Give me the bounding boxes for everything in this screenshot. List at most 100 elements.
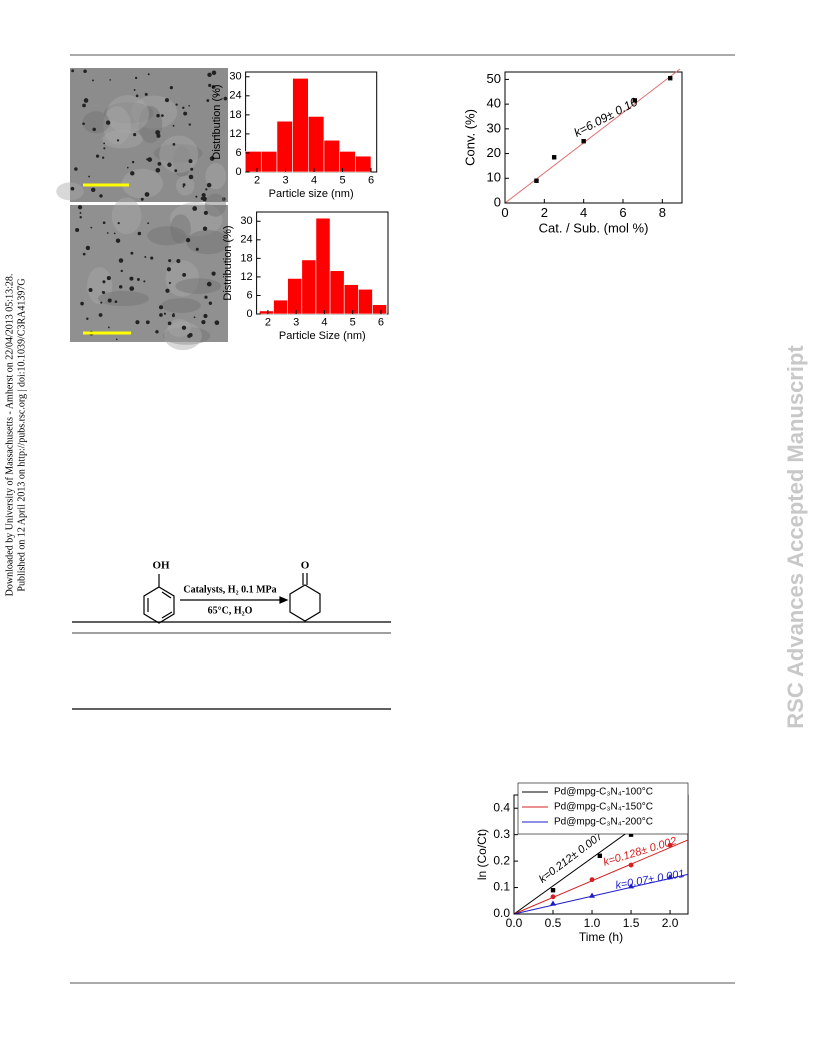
particle (188, 174, 194, 180)
particle (155, 130, 161, 135)
x-tick-label: 8 (659, 205, 666, 220)
particle (171, 313, 175, 318)
texture (176, 175, 195, 196)
y-tick-label: 6 (235, 147, 241, 159)
bar (343, 284, 359, 315)
particle (145, 320, 150, 325)
particle (86, 317, 89, 320)
bar (260, 151, 278, 173)
y-tick-label: 30 (229, 71, 241, 83)
x-tick-label: 4 (580, 205, 587, 220)
particle (182, 273, 187, 277)
particle (188, 159, 193, 164)
point (667, 873, 674, 880)
cyclohexanone-ring (289, 584, 321, 622)
particle (161, 114, 164, 117)
texture (102, 129, 143, 149)
particle (82, 252, 86, 256)
particle (75, 227, 80, 232)
y-tick-label: 30 (487, 120, 501, 135)
conditions: 65°C, H₂O (208, 605, 253, 616)
particle (71, 69, 75, 73)
particle (129, 276, 134, 281)
texture (205, 163, 227, 190)
particle (82, 103, 86, 108)
particle (70, 186, 75, 191)
texture (161, 298, 201, 313)
bar (245, 151, 262, 173)
y-axis-label: Distribution (%) (211, 84, 223, 159)
y-tick-label: 0 (235, 166, 241, 178)
y-tick-label: 12 (240, 271, 252, 283)
x-axis-label: Cat. / Sub. (mol %) (539, 220, 649, 235)
particle (213, 135, 216, 138)
particle (88, 288, 93, 292)
particle (131, 160, 135, 164)
particle (114, 300, 118, 304)
arrow-head (279, 596, 289, 604)
particle (182, 106, 185, 109)
x-tick-label: 4 (321, 317, 327, 329)
x-axis-label: Particle Size (nm) (279, 330, 366, 342)
sidebar-published: Published on 12 April 2013 on http://pub… (16, 278, 27, 591)
fit-annotation: k=6.09± 0.16 (572, 95, 640, 140)
particle (74, 167, 78, 171)
particle (200, 196, 204, 200)
bar (287, 278, 303, 315)
x-tick-label: 5 (339, 175, 345, 187)
x-tick-label: 6 (378, 317, 384, 329)
particle (167, 162, 172, 167)
particle (221, 197, 226, 202)
legend-label: Pd@mpg-C₃N₄-200°C (554, 817, 653, 828)
particle (85, 245, 91, 251)
particle (165, 288, 170, 293)
particle (126, 166, 129, 169)
texture (147, 226, 187, 246)
fit-line (504, 68, 681, 204)
texture (104, 102, 154, 124)
particle (105, 120, 111, 125)
bar (372, 304, 387, 315)
point (581, 139, 586, 144)
bar (259, 310, 274, 315)
x-tick-label: 3 (293, 317, 299, 329)
watermark: RSC Advances Accepted Manuscript (783, 345, 808, 729)
particle (206, 182, 212, 188)
bar (329, 270, 345, 315)
particle (118, 285, 123, 289)
particle (92, 127, 96, 132)
particle (165, 98, 169, 103)
double-bond (161, 611, 173, 619)
particle (158, 305, 164, 310)
y-tick-label: 0 (494, 194, 501, 209)
point (597, 853, 603, 859)
particle (181, 325, 187, 330)
particle (118, 258, 124, 263)
conditions: Catalysts, H₂ 0.1 MPa (183, 584, 276, 595)
y-tick-label: 18 (229, 109, 241, 121)
texture (111, 197, 142, 235)
particle (109, 79, 112, 81)
x-tick-label: 5 (350, 317, 356, 329)
texture (175, 278, 222, 294)
particle (166, 267, 172, 272)
particle (101, 156, 105, 159)
particle (140, 197, 144, 201)
legend-label: Pd@mpg-C₃N₄-100°C (554, 787, 653, 798)
bar (307, 116, 325, 173)
particle (201, 320, 206, 325)
particle (147, 73, 150, 76)
y-tick-label: 18 (240, 252, 252, 264)
texture (56, 182, 84, 201)
particle (91, 187, 96, 193)
particle (134, 76, 138, 80)
particle (143, 280, 146, 283)
texture (82, 111, 110, 134)
texture (204, 193, 227, 217)
bar (315, 217, 331, 315)
particle (156, 113, 160, 118)
bar (292, 78, 309, 173)
y-axis-label: Conv. (%) (463, 109, 478, 166)
legend-label: Pd@mpg-C₃N₄-150°C (554, 802, 653, 813)
x-tick-label: 0.0 (506, 916, 523, 930)
